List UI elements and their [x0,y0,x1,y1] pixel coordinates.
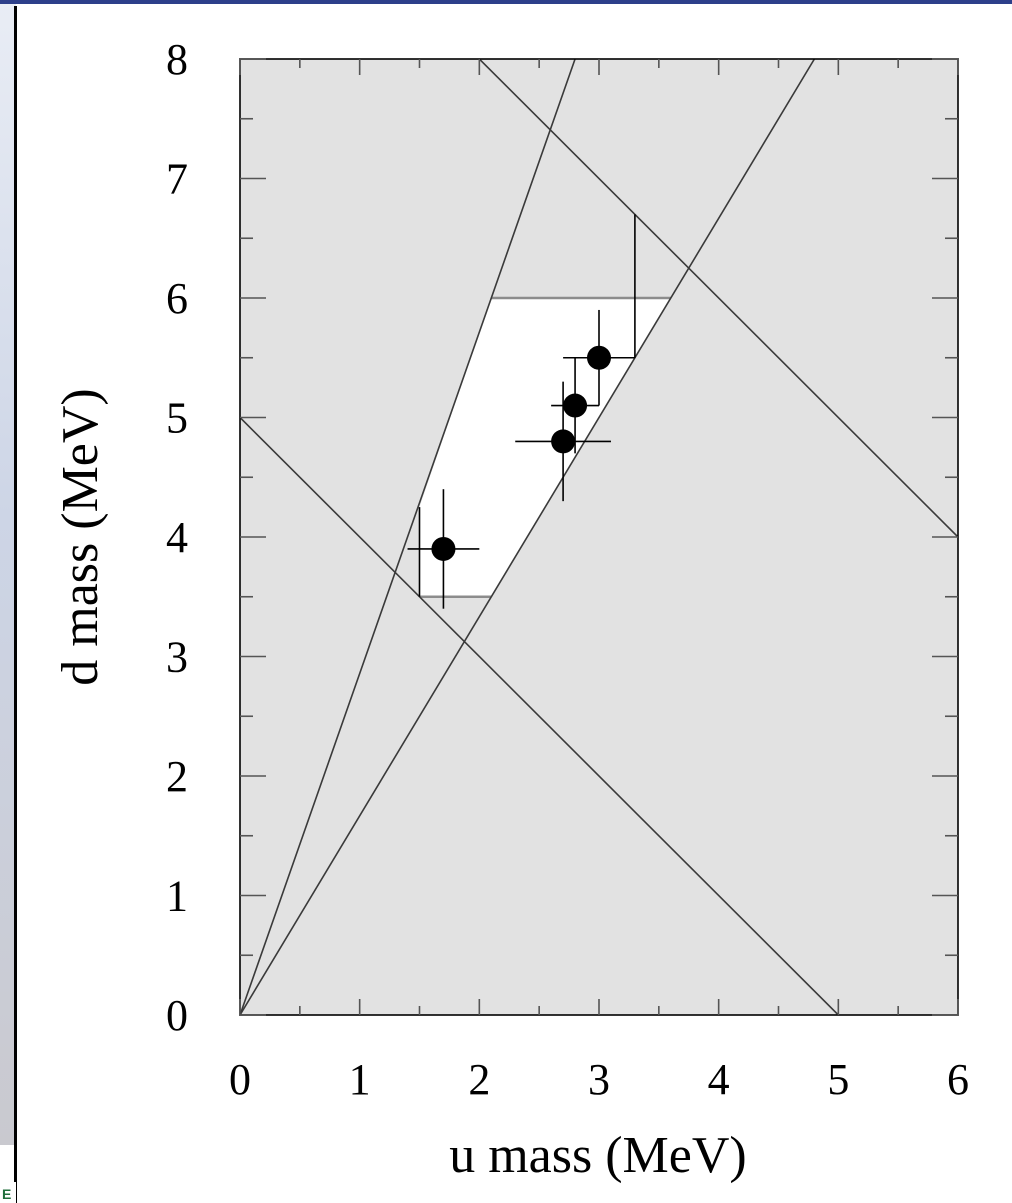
data-point-3 [563,393,588,418]
excluded-region-background [240,59,958,1015]
data-point-1 [431,536,456,561]
tick-labels: 0 1 2 3 4 5 6 0 1 2 3 4 5 6 7 8 [166,35,969,1104]
x-tick-label: 2 [468,1055,490,1104]
y-tick-label: 2 [166,752,188,801]
y-tick-label: 8 [166,35,188,84]
data-point-2 [551,429,576,454]
constraint-line-1 [240,59,576,1015]
top-border-bar [0,0,1012,4]
constraint-line-3 [240,416,839,1015]
x-tick-label: 1 [349,1055,371,1104]
slide-background-strip [0,0,16,1145]
y-tick-label: 1 [166,872,188,921]
allowed-region [419,298,671,597]
y-tick-label: 6 [166,274,188,323]
y-tick-label: 5 [166,394,188,443]
y-tick-label: 0 [166,991,188,1040]
y-tick-label: 3 [166,633,188,682]
x-tick-label: 3 [588,1055,610,1104]
constraint-line-2 [240,59,816,1015]
y-axis-title: d mass (MeV) [52,388,109,686]
x-tick-label: 6 [947,1055,969,1104]
plot-area [239,58,959,1016]
y-tick-label: 7 [166,155,188,204]
x-tick-label: 4 [708,1055,730,1104]
y-tick-label: 4 [166,513,188,562]
x-axis-title: u mass (MeV) [449,1127,747,1184]
data-point-4 [587,345,611,370]
x-tick-label: 5 [827,1055,849,1104]
x-tick-label: 0 [229,1055,251,1104]
corner-logo-glyph: E [2,1186,12,1202]
corner-logo [0,1182,16,1203]
constraint-line-4 [478,59,958,538]
